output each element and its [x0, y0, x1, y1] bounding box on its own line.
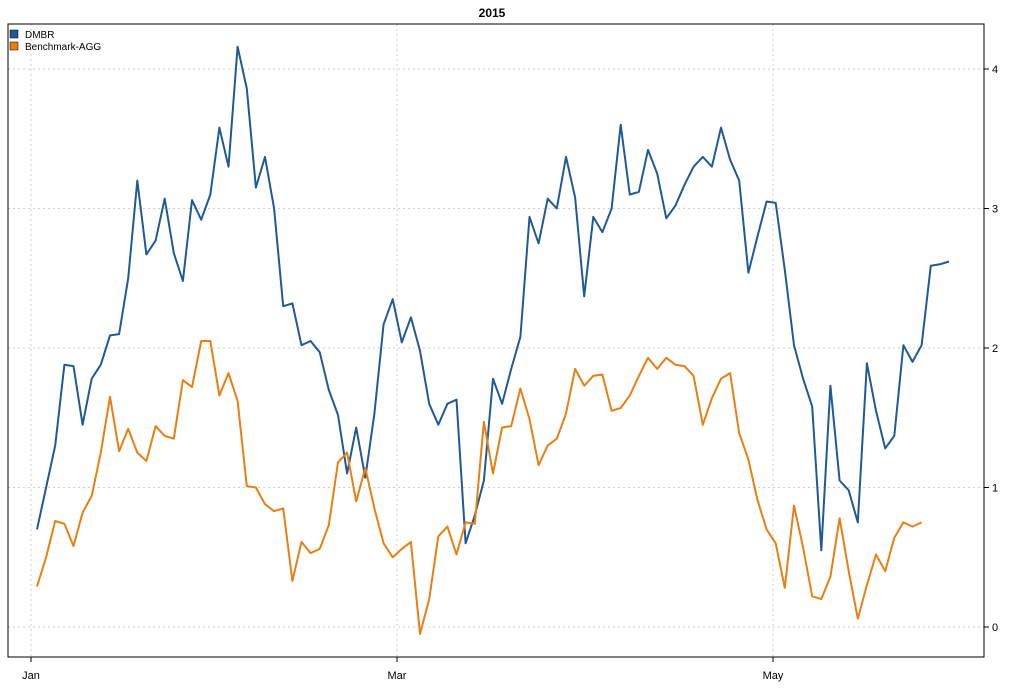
x-tick-label: Jan [22, 670, 40, 682]
series-line-dmbr [36, 45, 950, 552]
chart-title: 2015 [479, 6, 506, 20]
legend-swatch [9, 29, 19, 39]
y-tick-label: 3 [992, 204, 998, 216]
y-tick-label: 2 [992, 343, 998, 355]
y-axis: 0 1 2 3 4 [984, 64, 998, 634]
legend-label: DMBR [25, 30, 54, 41]
series-lines [36, 45, 950, 635]
gridlines [8, 24, 984, 657]
legend-swatch [9, 41, 19, 51]
x-axis: Jan Mar May [22, 657, 784, 682]
x-tick-label: Mar [388, 670, 407, 682]
y-tick-label: 0 [992, 622, 998, 634]
x-tick-label: May [763, 670, 784, 682]
legend-label: Benchmark-AGG [25, 42, 101, 53]
series-line-benchmark-agg [36, 340, 923, 635]
plot-border [7, 23, 985, 658]
y-tick-label: 4 [992, 64, 998, 76]
y-tick-label: 1 [992, 483, 998, 495]
